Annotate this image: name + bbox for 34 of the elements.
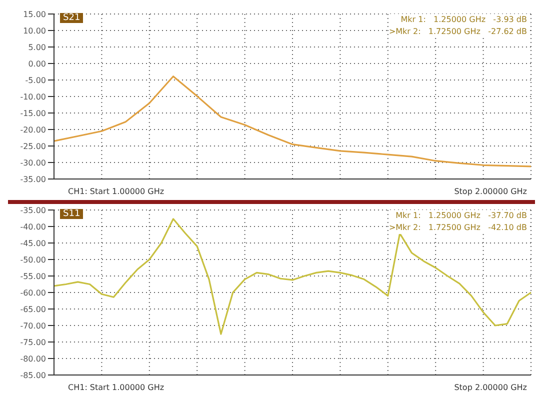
y-tick-label: 0.00 <box>28 59 46 68</box>
y-tick-label: -75.00 <box>20 338 46 347</box>
line-series <box>53 76 532 168</box>
y-tick-label: -55.00 <box>20 272 46 281</box>
text: Stop 2.00000 GHz <box>454 383 527 392</box>
annotation: Mkr 1: 1.25000 GHz -3.93 dB <box>400 14 527 26</box>
text: Stop 2.00000 GHz <box>454 187 527 196</box>
chart-title: S21 <box>60 13 84 23</box>
y-tick-label: -5.00 <box>25 76 46 85</box>
y-tick-label: -60.00 <box>20 288 46 298</box>
y-tick-label: -50.00 <box>20 255 46 264</box>
y-tick-label: -25.00 <box>20 142 46 151</box>
y-tick-label: -45.00 <box>20 238 46 248</box>
y-tick-label: -20.00 <box>20 125 46 134</box>
y-tick-label: 15.00 <box>23 10 46 19</box>
y-tick-label: -70.00 <box>20 321 46 330</box>
y-tick-label: -80.00 <box>20 354 46 364</box>
y-tick-label: -35.00 <box>20 174 46 184</box>
y-tick-label: -85.00 <box>20 370 46 380</box>
y-tick-label: -40.00 <box>20 222 46 232</box>
text: CH1: Start 1.00000 GHz <box>68 383 164 392</box>
annotation: >Mkr 2: 1.72500 GHz -42.10 dB <box>388 222 527 234</box>
y-tick-label: -35.00 <box>20 206 46 215</box>
line-series <box>53 218 532 335</box>
annotation: >Mkr 2: 1.72500 GHz -27.62 dB <box>388 26 527 38</box>
y-tick-label: -15.00 <box>20 108 46 118</box>
y-tick-label: 5.00 <box>28 42 46 52</box>
y-tick-label: -65.00 <box>20 304 46 314</box>
y-tick-label: 10.00 <box>23 26 46 36</box>
chart-title: S11 <box>60 209 84 219</box>
y-tick-label: -30.00 <box>20 158 46 168</box>
y-tick-label: -10.00 <box>20 92 46 102</box>
text: CH1: Start 1.00000 GHz <box>68 187 164 196</box>
annotation: Mkr 1: 1.25000 GHz -37.70 dB <box>394 210 527 222</box>
